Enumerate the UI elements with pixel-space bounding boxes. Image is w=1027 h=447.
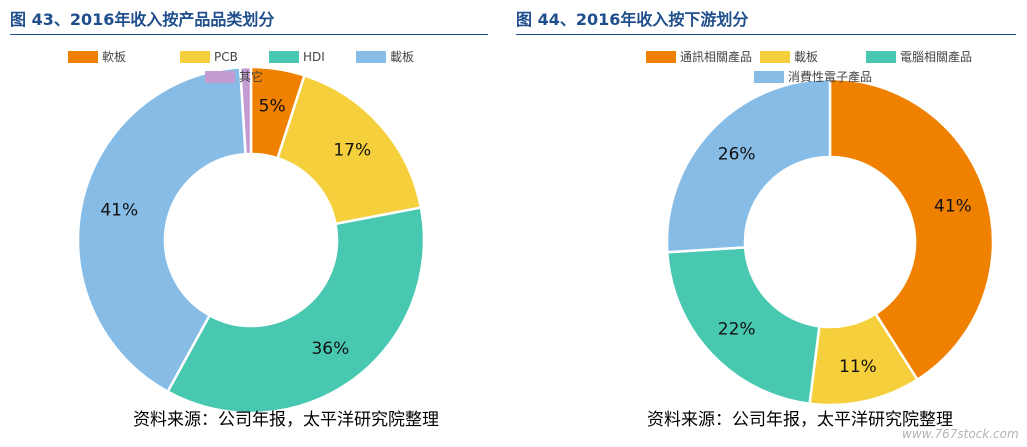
chart1-legend-label-4: 其它 [239,69,263,84]
chart1-data-label-3: 41% [100,201,138,221]
chart1-legend-swatch-1 [180,51,210,63]
chart2-data-label-0: 41% [934,196,972,216]
chart1-legend-swatch-3 [356,51,386,63]
chart1-slice-2 [165,206,426,415]
chart1-slice-1 [276,73,423,226]
chart1-legend-swatch-0 [68,51,98,63]
chart2-legend-swatch-1 [760,51,790,63]
chart2-data-label-2: 22% [718,320,756,340]
chart2-legend-label-2: 電腦相關產品 [900,49,972,64]
title-underline-left [10,34,488,35]
chart1-legend-label-2: HDI [303,50,325,64]
chart2-legend-label-0: 通訊相關產品 [680,49,752,64]
chart1-legend-swatch-2 [269,51,299,63]
chart1-legend-swatch-4 [205,71,235,83]
chart2-legend-swatch-3 [754,71,784,83]
chart2-data-label-3: 26% [718,144,756,164]
chart2-slice-2 [665,246,821,406]
chart1-legend-label-0: 軟板 [102,49,126,64]
chart2-data-label-1: 11% [839,357,877,377]
chart1-data-label-1: 17% [333,141,371,161]
title-underline-right [516,34,1016,35]
chart2-legend-swatch-2 [866,51,896,63]
chart1-slice-4 [238,65,253,156]
chart2-legend-swatch-0 [646,51,676,63]
chart1-legend-label-3: 載板 [390,50,414,64]
chart1-data-label-0: 5% [259,97,286,117]
chart2-slice-0 [828,77,995,382]
chart2-legend-label-1: 載板 [794,50,818,64]
chart2-slice-3 [665,77,832,254]
watermark: www.767stock.com [902,427,1019,441]
chart1-data-label-2: 36% [311,339,349,359]
chart2-legend-label-3: 消費性電子產品 [788,69,872,84]
source-note-right: 资料来源：公司年报，太平洋研究院整理 [647,410,953,430]
figure-title-right: 图 44、2016年收入按下游划分 [516,10,749,29]
figure-title-left: 图 43、2016年收入按产品品类划分 [10,10,275,29]
source-note-left: 资料来源：公司年报，太平洋研究院整理 [133,410,439,430]
chart1-slice-3 [76,66,247,394]
chart1-legend-label-1: PCB [214,50,238,64]
